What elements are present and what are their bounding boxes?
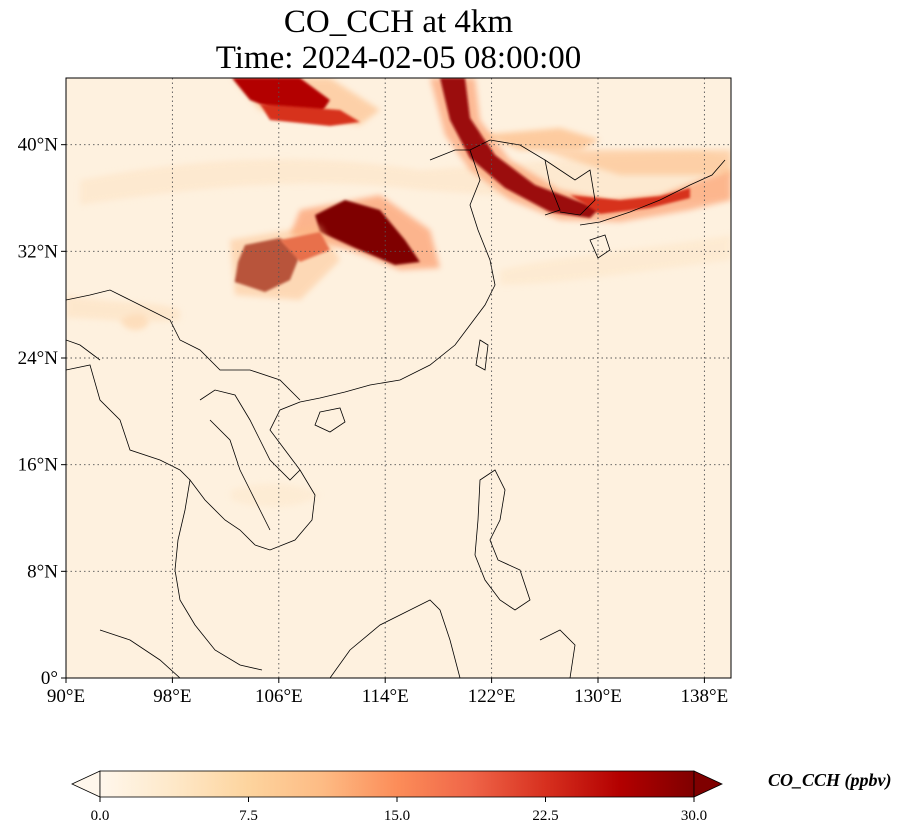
coastlines — [66, 139, 726, 678]
colorbar-extend-min — [71, 770, 101, 798]
lat-tick-label: 8°N — [27, 561, 58, 582]
map-frame — [65, 77, 732, 679]
lon-tick-label: 114°E — [362, 686, 409, 707]
lon-tick-label: 122°E — [468, 686, 516, 707]
colorbar-tick-label: 22.5 — [532, 808, 558, 824]
colorbar-tick-label: 15.0 — [384, 808, 410, 824]
colorbar-tick-label: 7.5 — [239, 808, 258, 824]
concentration-field — [66, 78, 731, 678]
longitude-ticks: 90°E 98°E 106°E 114°E 122°E 130°E 138°E — [47, 678, 728, 707]
lat-tick-label: 40°N — [18, 135, 59, 156]
plume-central — [230, 195, 440, 300]
lat-tick-label: 24°N — [18, 348, 59, 369]
lat-tick-label: 0° — [41, 668, 58, 689]
lon-tick-label: 90°E — [47, 686, 85, 707]
latitude-ticks: 0° 8°N 16°N 24°N 32°N 40°N — [18, 135, 66, 689]
lon-tick-label: 138°E — [681, 686, 729, 707]
gridlines — [66, 78, 731, 678]
map-subtitle-time: Time: 2024-02-05 08:00:00 — [215, 40, 582, 76]
colorbar-extend-max — [693, 770, 723, 798]
colorbar-label: CO_CCH (ppbv) — [768, 770, 892, 790]
colorbar: 0.0 7.5 15.0 22.5 30.0 — [71, 770, 723, 824]
plume-north-east — [232, 78, 731, 222]
lat-tick-label: 32°N — [18, 241, 59, 262]
lon-tick-label: 106°E — [255, 686, 303, 707]
colorbar-tick-label: 30.0 — [681, 808, 707, 824]
colorbar-gradient — [99, 770, 695, 798]
lon-tick-label: 130°E — [574, 686, 622, 707]
lat-tick-label: 16°N — [18, 455, 59, 476]
colorbar-tick-label: 0.0 — [91, 808, 110, 824]
map-title: CO_CCH at 4km — [283, 4, 514, 40]
lon-tick-label: 98°E — [153, 686, 191, 707]
colorbar-ticks: 0.0 7.5 15.0 22.5 30.0 — [91, 797, 707, 824]
